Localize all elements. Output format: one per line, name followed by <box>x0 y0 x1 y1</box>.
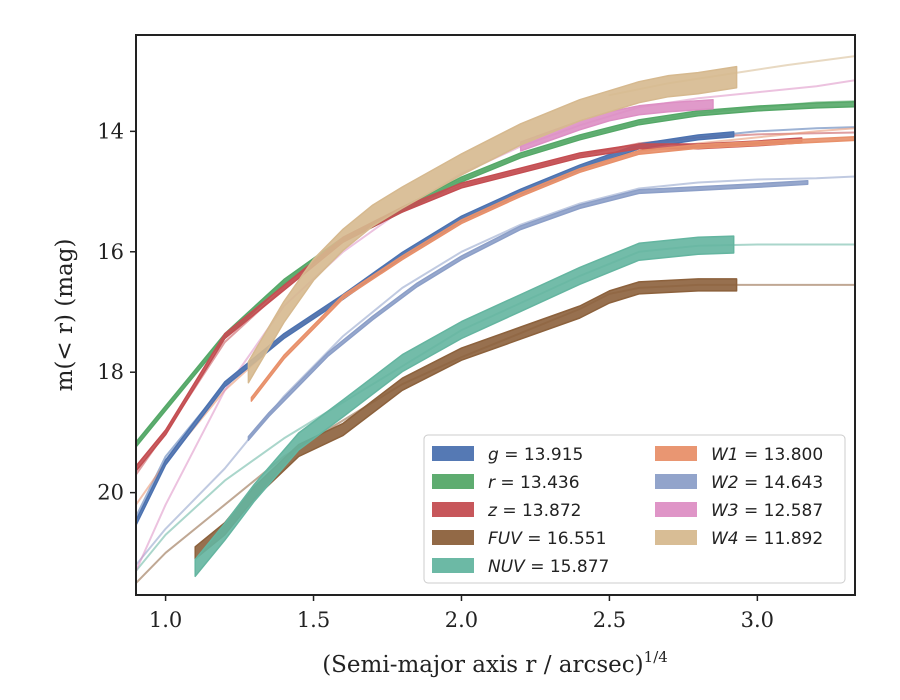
legend-swatch-w1 <box>655 446 697 461</box>
x-axis-ticks: 1.0 1.5 2.0 2.5 3.0 <box>149 595 774 632</box>
legend-value: = 13.915 <box>499 445 584 465</box>
legend-value: = 12.587 <box>739 501 824 521</box>
legend-swatch-fuv <box>432 530 474 545</box>
legend-entry-w1: W1 = 13.800 <box>711 445 823 465</box>
y-tick-label: 18 <box>97 360 124 384</box>
legend-swatch-w3 <box>655 502 697 517</box>
legend-variable: g <box>488 445 499 465</box>
plot-frame <box>135 34 856 596</box>
fit-line-w2 <box>136 175 855 566</box>
legend-variable: NUV <box>488 557 526 577</box>
legend-swatch-z <box>432 502 474 517</box>
legend-entry-w3: W3 = 12.587 <box>711 501 823 521</box>
legend-variable: FUV <box>488 529 523 549</box>
legend-entry-w2: W2 = 14.643 <box>711 473 823 493</box>
legend-entry-z: z = 13.872 <box>487 501 581 521</box>
data-band-w1 <box>250 136 855 402</box>
legend-variable: W2 <box>711 473 739 493</box>
x-tick-label: 3.0 <box>741 608 774 632</box>
legend-value: = 13.872 <box>497 501 582 521</box>
x-tick-label: 1.0 <box>149 608 182 632</box>
legend-box <box>423 434 846 584</box>
legend-entry-r: r = 13.436 <box>488 473 580 493</box>
legend-value: = 13.436 <box>495 473 580 493</box>
y-tick-label: 16 <box>97 240 124 264</box>
legend-variable: W3 <box>711 501 739 521</box>
legend-value: = 14.643 <box>739 473 824 493</box>
legend-variable: W4 <box>711 529 739 549</box>
legend-value: = 11.892 <box>739 529 824 549</box>
legend-variable: r <box>488 473 496 493</box>
legend-entry-w4: W4 = 11.892 <box>711 529 823 549</box>
y-axis-label: m(< r) (mag) <box>52 239 78 392</box>
data-band-fuv <box>194 278 738 560</box>
x-axis-label-exponent: 1/4 <box>644 648 668 666</box>
legend-swatch-g <box>432 446 474 461</box>
legend-variable: W1 <box>711 445 739 465</box>
legend-swatch-nuv <box>432 558 474 573</box>
legend-value: = 16.551 <box>522 529 607 549</box>
data-band-w2 <box>247 179 809 441</box>
y-axis-ticks: 14 16 18 20 <box>97 119 136 505</box>
y-tick-label: 20 <box>97 481 124 505</box>
x-tick-label: 2.0 <box>445 608 478 632</box>
x-tick-label: 1.5 <box>297 608 330 632</box>
legend-entry-nuv: NUV = 15.877 <box>488 557 609 577</box>
legend-swatch-w2 <box>655 474 697 489</box>
x-tick-label: 2.5 <box>593 608 626 632</box>
legend-value: = 15.877 <box>525 557 610 577</box>
y-tick-label: 14 <box>97 119 124 143</box>
legend-variable: z <box>487 501 498 521</box>
legend-value: = 13.800 <box>739 445 824 465</box>
x-axis-label: (Semi-major axis r / arcsec)1/4 <box>322 648 668 678</box>
legend-entry-fuv: FUV = 16.551 <box>488 529 606 549</box>
data-band-w4 <box>247 65 738 384</box>
data-lines <box>136 65 855 578</box>
legend-swatch-w4 <box>655 530 697 545</box>
legend-entry-g: g = 13.915 <box>488 445 583 465</box>
data-band-nuv <box>194 235 735 578</box>
x-axis-label-main: (Semi-major axis r / arcsec) <box>322 652 643 678</box>
legend-swatch-r <box>432 474 474 489</box>
plot-area <box>135 34 856 596</box>
